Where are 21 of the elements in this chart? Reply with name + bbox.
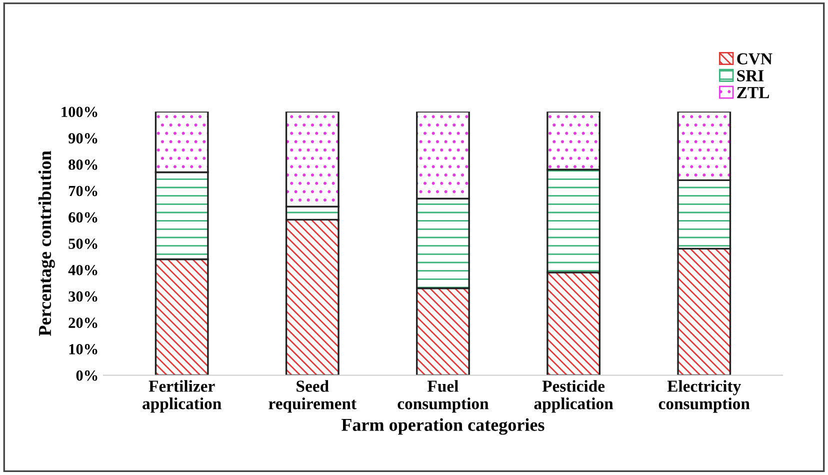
y-tick-label: 80%: [68, 159, 98, 170]
y-tick-label: 10%: [69, 344, 98, 354]
x-axis-title: Farm operation categories: [342, 418, 544, 435]
x-tick-label: Fuel consumption: [398, 380, 489, 413]
y-axis-title: Percentage contribution: [38, 150, 55, 336]
y-tick-label: 70%: [68, 186, 98, 196]
x-tick-label: Seed requirement: [268, 380, 356, 413]
legend-label: SRI: [737, 70, 764, 82]
y-tick-label: 100%: [62, 106, 98, 118]
y-tick-label: 60%: [68, 212, 98, 223]
y-tick-label: 0%: [76, 370, 98, 381]
x-tick-label: Pesticide application: [534, 380, 614, 413]
legend-label: CVN: [737, 53, 772, 65]
x-tick-label: Fertilizer application: [142, 380, 222, 413]
y-tick-label: 50%: [68, 238, 98, 249]
legend-label: ZTL: [737, 87, 769, 98]
y-tick-label: 30%: [68, 291, 98, 302]
x-tick-label: Electricity consumption: [658, 380, 750, 413]
y-tick-label: 20%: [68, 318, 98, 328]
y-tick-label: 90%: [68, 133, 98, 144]
y-tick-label: 40%: [68, 264, 98, 276]
